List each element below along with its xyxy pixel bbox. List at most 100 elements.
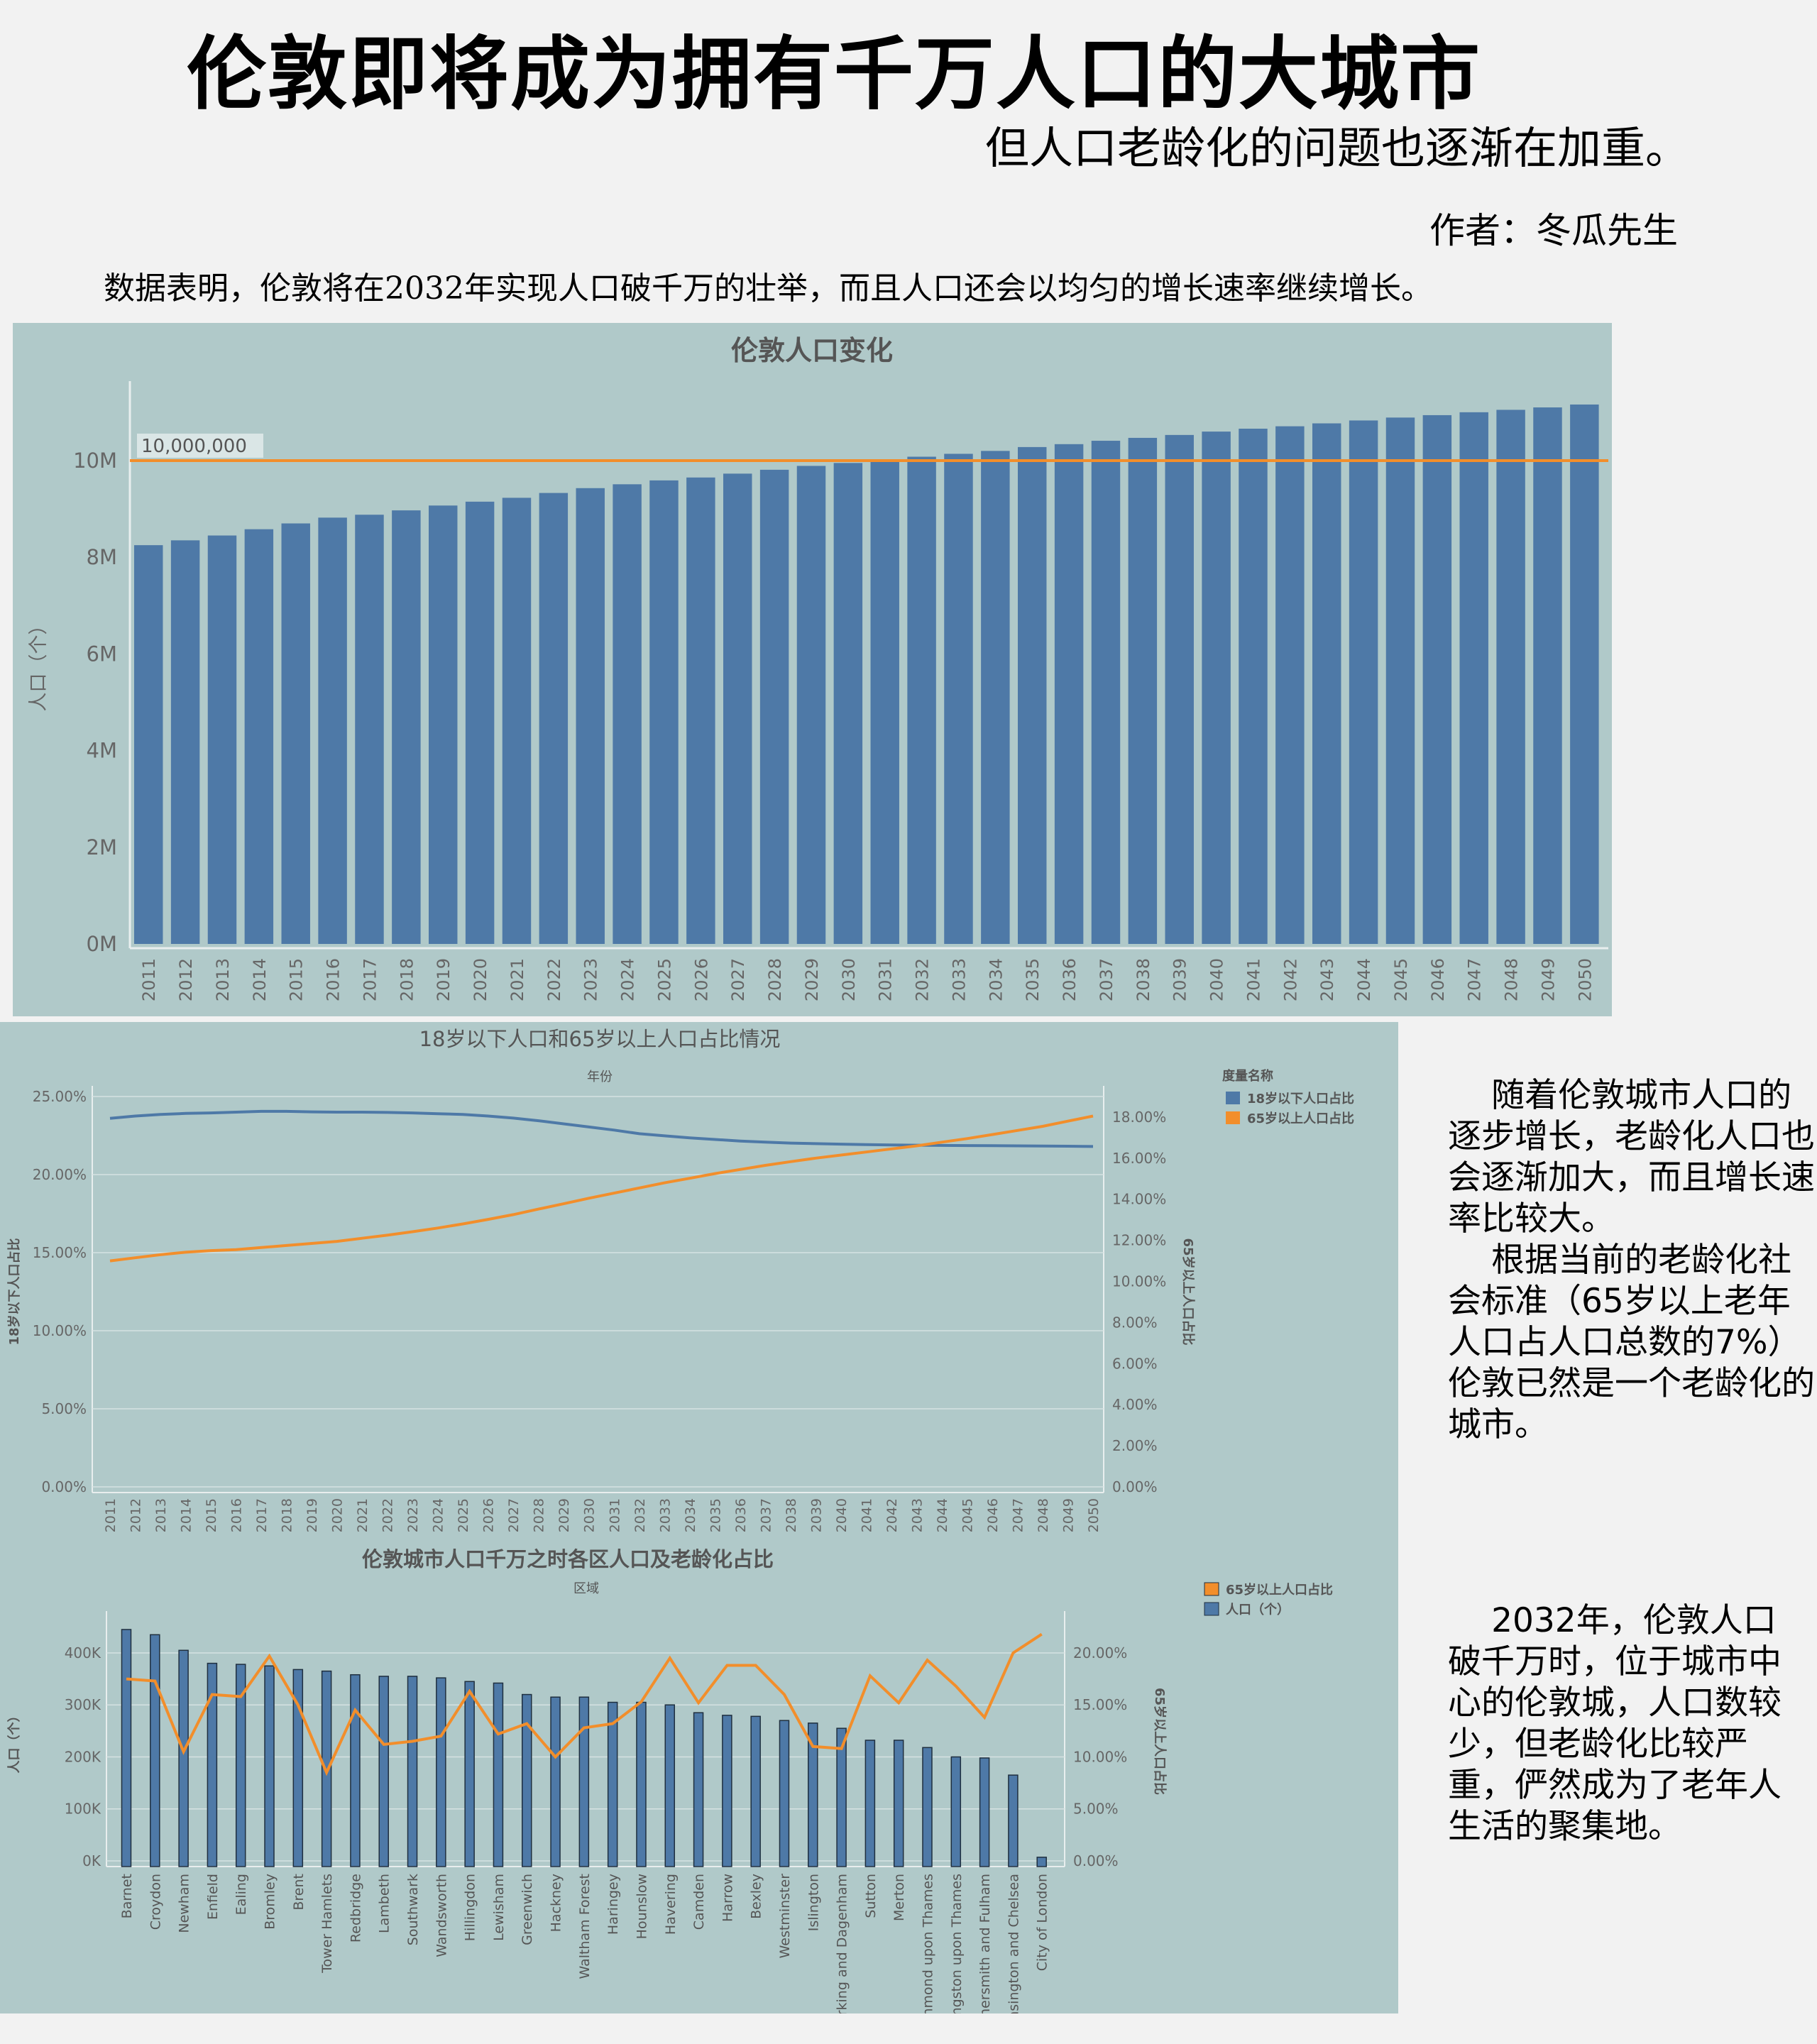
population-bar	[1496, 410, 1525, 944]
x-tick-label: 2031	[876, 958, 896, 1001]
population-bar	[134, 545, 163, 944]
borough-population-bar	[607, 1701, 618, 1867]
y-right-tick-label: 6.00%	[1112, 1355, 1158, 1372]
x-tick-label: 2012	[128, 1498, 144, 1532]
x-tick-label: 2027	[728, 958, 748, 1001]
side-paragraph-2: 根据当前的老龄化社会标准（65岁以上老年人口占人口总数的7%）伦敦已然是一个老龄…	[1448, 1241, 1815, 1444]
y-tick-label: 4M	[87, 739, 117, 763]
page-title: 伦敦即将成为拥有千万人口的大城市	[187, 28, 1481, 121]
x-tick-label: 2014	[179, 1498, 194, 1532]
y-axis-label: 人口（个）	[28, 616, 50, 712]
reference-line-label: 10,000,000	[141, 436, 247, 457]
x-tick-label: 2039	[808, 1498, 824, 1532]
borough-population-bar	[836, 1727, 847, 1867]
borough-population-bar	[378, 1676, 389, 1867]
population-bar	[1533, 407, 1562, 944]
population-bar	[318, 517, 347, 944]
x-tick-label: Redbridge	[348, 1874, 363, 1943]
population-bar	[1091, 441, 1121, 944]
y-tick-label: 0.00%	[41, 1478, 87, 1495]
x-tick-label: 2024	[618, 958, 638, 1001]
x-tick-label: 2018	[280, 1498, 295, 1532]
population-bar-chart: 伦敦人口变化 0M 2M 4M 6M 8M 10M 人口（个） 2011 2012 2013 2014…	[28, 335, 1608, 1001]
x-tick-label: Hammersmith and Fulham	[977, 1874, 993, 2013]
x-tick-label: 2046	[985, 1498, 1001, 1532]
x-tick-label: Barking and Dagenham	[835, 1874, 850, 2013]
y-right-tick-label: 16.00%	[1112, 1150, 1166, 1167]
y-axis-label: 18岁以下人口占比	[6, 1238, 22, 1345]
population-bar	[1054, 444, 1084, 944]
page-subtitle: 但人口老龄化的问题也逐渐在加重。	[984, 122, 1689, 174]
x-tick-label: 2039	[1170, 958, 1190, 1001]
x-tick-label: 2015	[287, 958, 307, 1001]
y-tick-label: 6M	[87, 642, 117, 666]
borough-population-bar	[636, 1701, 647, 1867]
x-tick-label: 2042	[1280, 958, 1300, 1001]
x-tick-label: Croydon	[148, 1874, 163, 1930]
y-right-tick-label: 12.00%	[1112, 1232, 1166, 1249]
y-tick-label: 2M	[87, 835, 117, 859]
x-tick-label: 2011	[103, 1498, 119, 1532]
population-bar	[1128, 437, 1158, 944]
ageing-charts-panel: 18岁以下人口和65岁以上人口占比情况 年份 0.00% 5.00% 10.00% 15.…	[0, 1022, 1398, 2044]
population-bar	[981, 451, 1010, 944]
x-tick-label: 2019	[434, 958, 454, 1001]
borough-population-bar	[321, 1670, 332, 1867]
x-tick-label: 2020	[330, 1498, 346, 1532]
population-bar	[759, 469, 789, 944]
population-bar	[1422, 414, 1452, 944]
population-bar	[392, 510, 421, 944]
population-bar	[502, 498, 532, 944]
x-tick-label: 2047	[1465, 958, 1485, 1001]
x-tick-label: 2034	[986, 958, 1006, 1001]
x-tick-label: Brent	[291, 1874, 307, 1911]
x-tick-label: 2049	[1060, 1498, 1076, 1532]
x-tick-label: 2042	[884, 1498, 900, 1532]
legend-swatch	[1226, 1111, 1240, 1124]
y-right-tick-label: 2.00%	[1112, 1437, 1158, 1454]
x-tick-label: 2033	[949, 958, 969, 1001]
x-tick-label: 2035	[708, 1498, 723, 1532]
y-right-tick-label: 0.00%	[1112, 1478, 1158, 1495]
y-tick-label: 0K	[82, 1852, 101, 1869]
chart-title: 伦敦城市人口千万之时各区人口及老龄化占比	[362, 1547, 774, 1571]
y-tick-label: 10.00%	[33, 1322, 87, 1339]
legend-title: 度量名称	[1222, 1068, 1273, 1084]
borough-population-bar	[1008, 1774, 1019, 1867]
borough-population-bar	[264, 1665, 275, 1867]
x-tick-label: 2024	[431, 1498, 446, 1532]
x-tick-label: 2013	[213, 958, 233, 1001]
x-tick-label: 2035	[1023, 958, 1043, 1001]
borough-population-bar	[1036, 1857, 1047, 1867]
x-tick-label: Westminster	[777, 1874, 793, 1959]
population-bar	[1312, 423, 1341, 944]
borough-population-bar	[864, 1740, 876, 1867]
x-tick-label: 2044	[935, 1498, 950, 1532]
x-tick-label: Kingston upon Thames	[949, 1874, 965, 2013]
legend-swatch	[1204, 1602, 1219, 1616]
population-bar	[870, 459, 899, 944]
borough-population-bar	[808, 1722, 818, 1867]
y-tick-label: 20.00%	[33, 1166, 87, 1183]
y-right-tick-label: 4.00%	[1112, 1396, 1158, 1413]
y-right-tick-label: 0.00%	[1073, 1852, 1119, 1869]
x-tick-label: Enfield	[205, 1874, 221, 1920]
borough-over-65-share-line	[126, 1632, 1043, 1776]
x-tick-label: 2017	[360, 958, 380, 1001]
x-tick-label: 2040	[834, 1498, 850, 1532]
x-tick-label: City of London	[1035, 1874, 1050, 1971]
x-tick-label: 2043	[909, 1498, 925, 1532]
x-tick-label: Haringey	[605, 1874, 621, 1935]
population-bar	[576, 488, 605, 944]
y-tick-label: 400K	[65, 1644, 101, 1661]
x-tick-label: Wandsworth	[434, 1874, 449, 1957]
x-tick-label: 2023	[581, 958, 601, 1001]
x-tick-label: Barnet	[119, 1874, 135, 1918]
population-bar	[1349, 420, 1378, 944]
population-bar	[207, 535, 237, 944]
x-tick-label: Greenwich	[520, 1874, 535, 1945]
y-tick-label: 5.00%	[41, 1400, 87, 1417]
x-tick-label: Lambeth	[377, 1874, 393, 1933]
x-tick-label: 2029	[802, 958, 822, 1001]
population-bar	[1275, 426, 1305, 944]
